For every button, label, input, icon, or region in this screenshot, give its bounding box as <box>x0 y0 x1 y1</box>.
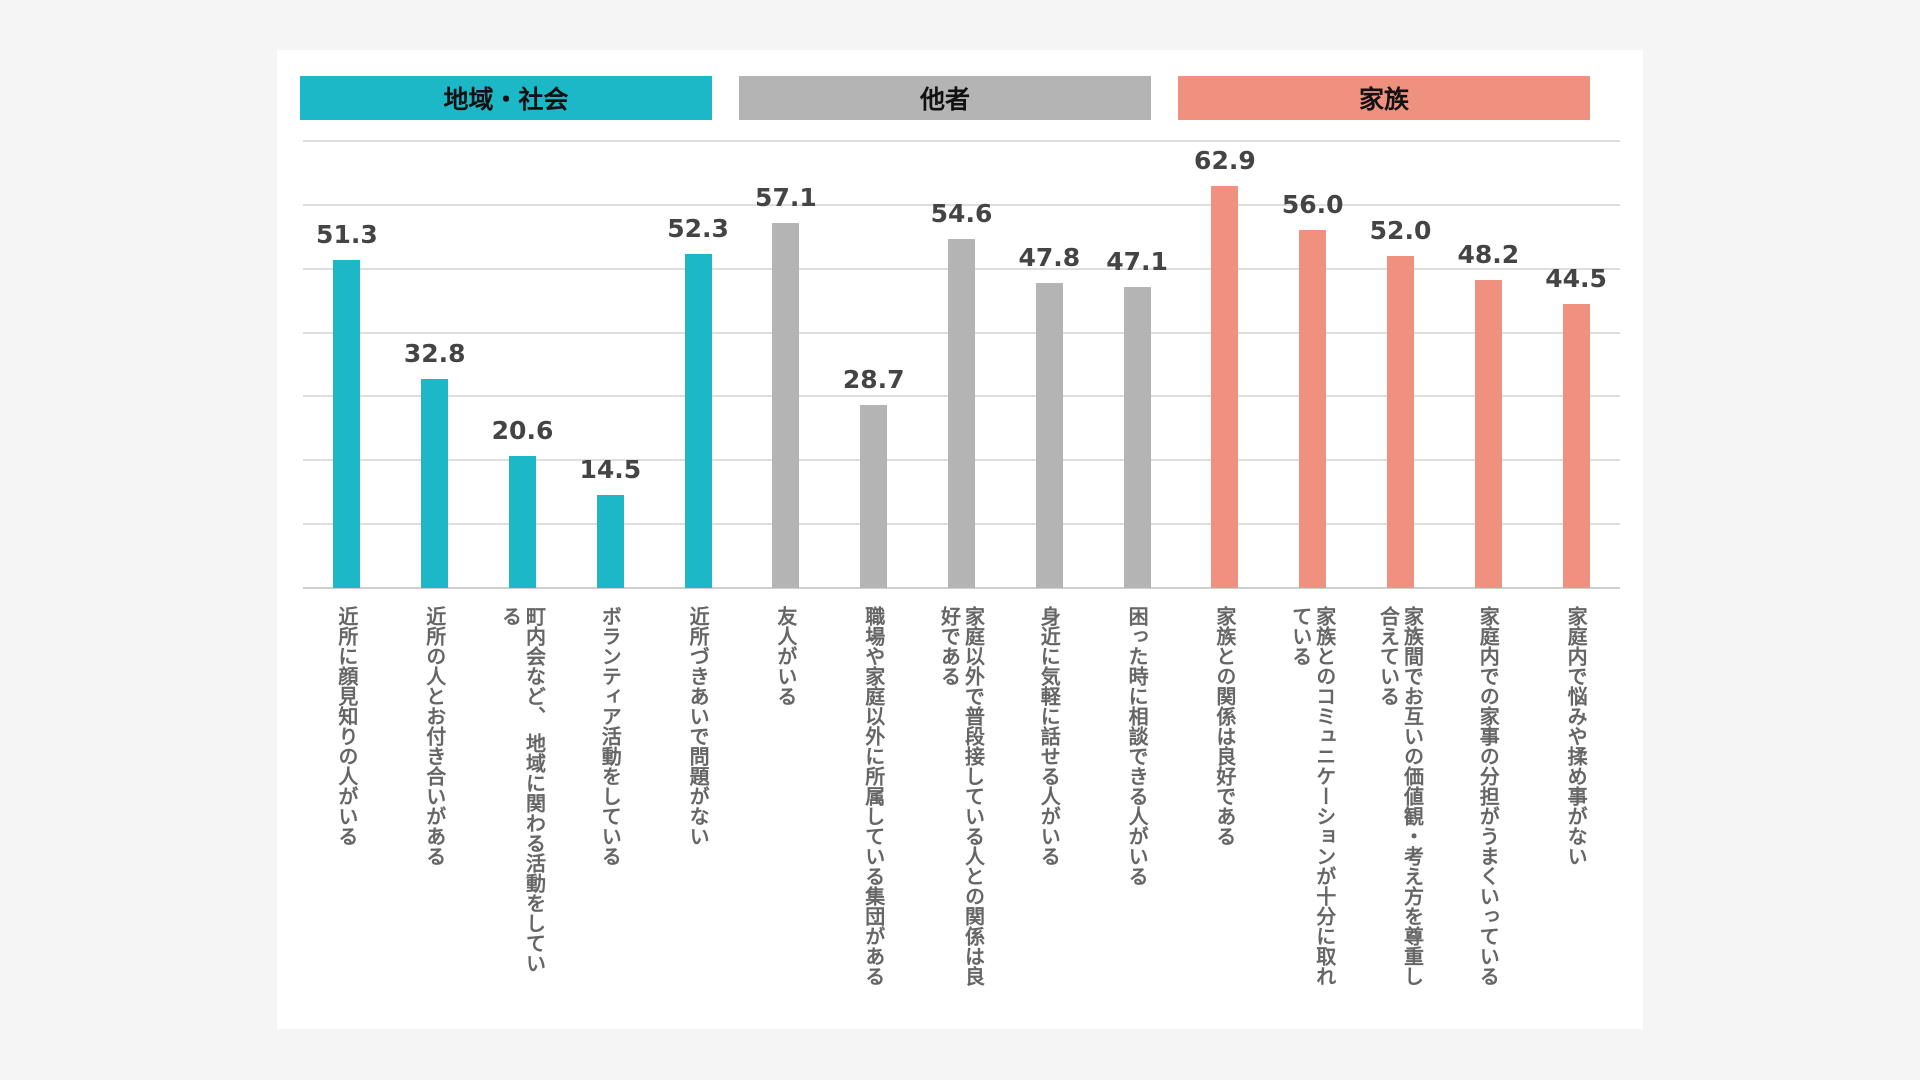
category-label: ボランティア活動をしている <box>598 606 623 866</box>
data-label: 51.3 <box>316 220 378 250</box>
data-label: 28.7 <box>842 364 905 394</box>
bar <box>1299 230 1327 588</box>
category-label: 困った時に相談できる人がいる <box>1125 606 1150 886</box>
bar <box>1474 280 1502 588</box>
category-label: 家庭内での家事の分担がうまくいっている <box>1476 606 1501 986</box>
category-label: 近所づきあいで問題がない <box>686 606 711 846</box>
data-label: 44.5 <box>1545 263 1607 293</box>
data-label: 14.5 <box>579 455 642 485</box>
bar <box>421 378 449 588</box>
category-label: 家庭内で悩みや揉め事がない <box>1564 606 1589 866</box>
data-label: 57.1 <box>755 183 817 213</box>
category-label: 家庭以外で普段接している人との関係は良 好である <box>937 606 986 986</box>
bar <box>596 495 624 588</box>
group-header: 他者 <box>739 76 1151 120</box>
category-label: 近所に顔見知りの人がいる <box>334 606 359 846</box>
bar <box>1211 186 1239 588</box>
bar <box>1123 287 1151 588</box>
category-label: 家族とのコミュニケーションが十分に取れ ている <box>1288 606 1337 986</box>
bar <box>1562 303 1590 588</box>
data-label: 20.6 <box>491 416 554 446</box>
group-header: 家族 <box>1178 76 1590 120</box>
data-label: 32.8 <box>403 338 466 368</box>
bar <box>684 254 712 588</box>
category-label: 近所の人とお付き合いがある <box>422 606 447 866</box>
bar <box>1387 255 1414 588</box>
category-label: 友人がいる <box>773 606 798 706</box>
category-label: 町内会など、 地域に関わる活動をしている <box>498 606 547 973</box>
bar <box>509 456 536 588</box>
bar <box>772 223 800 588</box>
bar <box>948 239 975 588</box>
data-label: 56.0 <box>1281 190 1344 220</box>
gridline <box>303 203 1620 206</box>
category-label: 職場や家庭以外に所属している集団がある <box>861 606 886 986</box>
data-label: 52.3 <box>667 214 729 244</box>
category-label: 家族間でお互いの価値観・考え方を尊重し 合えている <box>1376 606 1425 986</box>
x-axis-line <box>303 587 1620 589</box>
data-label: 47.1 <box>1106 247 1168 277</box>
category-label: 家族との関係は良好である <box>1212 606 1237 846</box>
data-label: 52.0 <box>1369 215 1432 245</box>
data-label: 62.9 <box>1194 146 1256 176</box>
data-label: 48.2 <box>1457 240 1520 270</box>
bar <box>860 404 888 588</box>
gridline <box>303 140 1620 142</box>
data-label: 54.6 <box>930 199 993 229</box>
category-label: 身近に気軽に話せる人がいる <box>1037 606 1062 866</box>
data-label: 47.8 <box>1018 242 1081 272</box>
bar <box>1035 282 1063 588</box>
bar <box>333 260 361 588</box>
group-header: 地域・社会 <box>300 76 712 120</box>
